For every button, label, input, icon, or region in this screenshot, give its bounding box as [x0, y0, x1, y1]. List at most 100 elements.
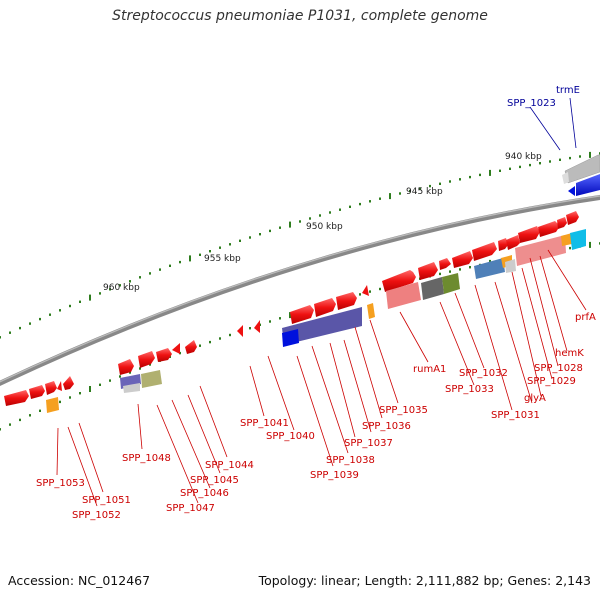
- label-spp1028[interactable]: SPP_1028: [534, 363, 583, 374]
- scale-tick: [189, 255, 191, 262]
- scale-tick: [449, 180, 451, 183]
- scale-tick: [569, 156, 571, 160]
- scale-tick: [199, 253, 201, 256]
- scale-tick: [329, 211, 331, 214]
- label-spp1036[interactable]: SPP_1036: [362, 421, 411, 432]
- scale-tick: [399, 192, 401, 195]
- scale-tick: [69, 304, 71, 308]
- label-spp1023[interactable]: SPP_1023: [507, 98, 556, 109]
- accession-text: Accession: NC_012467: [8, 573, 151, 588]
- scale-tick: [9, 423, 11, 426]
- gene-cluster-right-lower[interactable]: [386, 229, 586, 309]
- gene-rna-blue-top[interactable]: [576, 174, 600, 196]
- scale-tick: [489, 169, 491, 176]
- label-trmE[interactable]: trmE: [556, 85, 580, 96]
- scale-tick: [269, 320, 271, 323]
- scale-tick: [589, 241, 591, 248]
- scale-label-955: 955 kbp: [204, 254, 241, 264]
- scale-tick: [469, 175, 471, 179]
- scale-tick: [309, 217, 311, 220]
- scale-tick: [459, 178, 461, 181]
- scale-tick: [209, 340, 211, 344]
- label-spp1044[interactable]: SPP_1044: [205, 460, 254, 471]
- label-rumA1[interactable]: rumA1: [413, 364, 446, 375]
- scale-tick: [29, 414, 31, 417]
- scale-tick: [229, 243, 231, 246]
- scale-tick: [39, 409, 41, 412]
- scale-tick: [279, 226, 281, 229]
- label-spp1039[interactable]: SPP_1039: [310, 470, 359, 481]
- scale-tick: [339, 208, 341, 211]
- scale-tick: [429, 184, 431, 188]
- scale-tick: [0, 428, 1, 431]
- scale-tick: [379, 197, 381, 200]
- label-prfA[interactable]: prfA: [575, 312, 596, 323]
- label-spp1037[interactable]: SPP_1037: [344, 438, 393, 449]
- label-spp1052[interactable]: SPP_1052: [72, 510, 121, 521]
- scale-tick: [469, 266, 471, 269]
- scale-tick: [119, 284, 121, 287]
- label-spp1031[interactable]: SPP_1031: [491, 410, 540, 421]
- label-spp1046[interactable]: SPP_1046: [180, 488, 229, 499]
- scale-tick: [9, 331, 11, 334]
- scale-tick: [139, 367, 141, 370]
- label-leader-lines: [56, 249, 587, 507]
- scale-label-945: 945 kbp: [406, 187, 443, 197]
- label-spp1033[interactable]: SPP_1033: [445, 384, 494, 395]
- scale-tick: [389, 193, 391, 200]
- scale-tick: [569, 246, 571, 250]
- scale-tick: [479, 173, 481, 177]
- gene-spp1023-shape[interactable]: [562, 172, 569, 184]
- scale-tick: [19, 326, 21, 330]
- scale-tick: [359, 202, 361, 206]
- scale-tick: [79, 392, 81, 395]
- gene-cluster-right[interactable]: [382, 211, 579, 292]
- scale-tick: [499, 169, 501, 172]
- scale-tick: [419, 187, 421, 190]
- scale-label-940: 940 kbp: [505, 152, 542, 162]
- label-spp1045[interactable]: SPP_1045: [190, 475, 239, 486]
- scale-tick: [289, 312, 291, 319]
- scale-tick: [39, 317, 41, 321]
- scale-tick: [369, 290, 371, 293]
- scale-tick: [149, 363, 151, 366]
- scale-tick: [559, 158, 561, 161]
- scale-tick: [79, 300, 81, 303]
- label-spp1048[interactable]: SPP_1048: [122, 453, 171, 464]
- label-spp1053[interactable]: SPP_1053: [36, 478, 85, 489]
- scale-tick: [129, 280, 131, 283]
- scale-tick: [269, 229, 271, 233]
- scale-tick: [249, 236, 251, 239]
- label-hemK[interactable]: hemK: [555, 348, 584, 359]
- label-spp1029[interactable]: SPP_1029: [527, 376, 576, 387]
- label-spp1051[interactable]: SPP_1051: [82, 495, 131, 506]
- scale-tick: [219, 337, 221, 340]
- scale-tick: [19, 418, 21, 422]
- label-spp1032[interactable]: SPP_1032: [459, 368, 508, 379]
- gene-cluster-middle[interactable]: [237, 285, 375, 347]
- label-spp1040[interactable]: SPP_1040: [266, 431, 315, 442]
- scale-tick: [49, 313, 51, 316]
- label-spp1038[interactable]: SPP_1038: [326, 455, 375, 466]
- label-spp1035[interactable]: SPP_1035: [379, 405, 428, 416]
- gene-cluster-left[interactable]: [4, 376, 74, 413]
- scale-tick: [459, 268, 461, 271]
- scale-tick: [289, 221, 291, 228]
- scale-tick: [219, 246, 221, 249]
- scale-tick: [139, 276, 141, 279]
- scale-tick: [89, 386, 91, 392]
- scale-tick: [0, 336, 1, 339]
- scale-tick: [379, 287, 381, 291]
- label-spp1041[interactable]: SPP_1041: [240, 418, 289, 429]
- label-glyA[interactable]: glyA: [524, 393, 546, 404]
- gene-cluster-left-middle[interactable]: [118, 340, 197, 393]
- genome-title: Streptococcus pneumoniae P1031, complete…: [112, 8, 488, 24]
- scale-tick: [109, 288, 111, 291]
- label-spp1047[interactable]: SPP_1047: [166, 503, 215, 514]
- scale-tick: [409, 189, 411, 193]
- scale-tick: [59, 400, 61, 404]
- scale-tick: [449, 270, 451, 273]
- scale-tick: [209, 250, 211, 253]
- scale-tick: [69, 396, 71, 399]
